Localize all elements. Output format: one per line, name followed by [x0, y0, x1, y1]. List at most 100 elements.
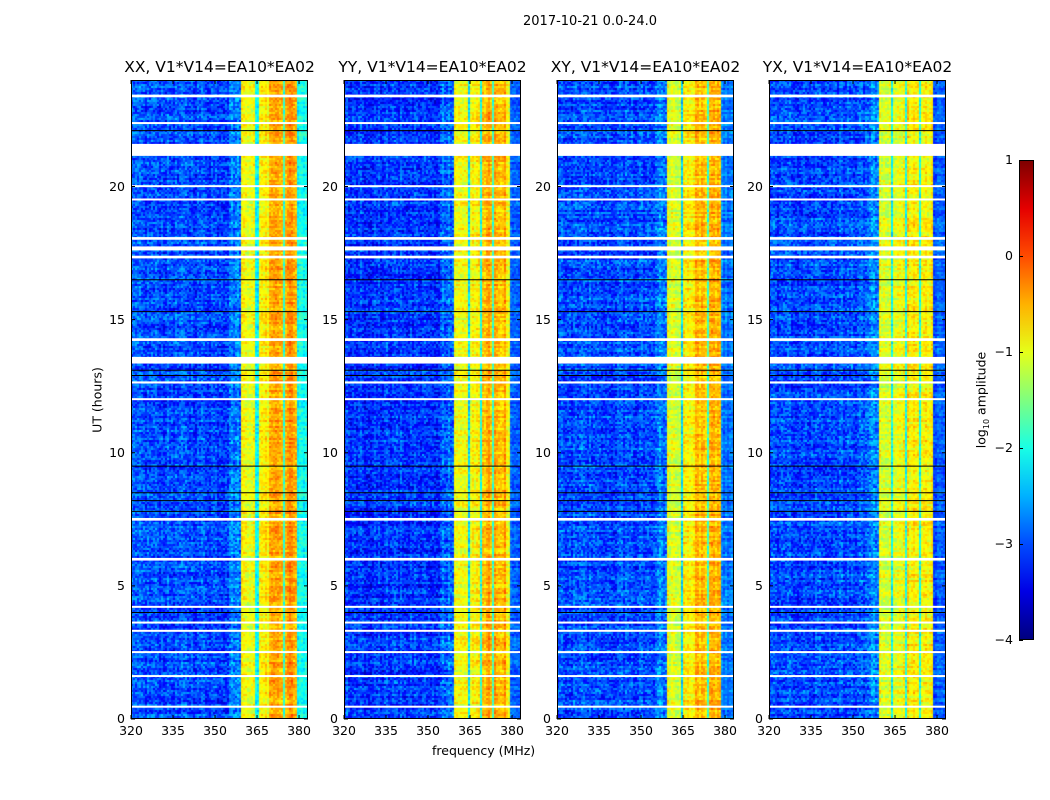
flagged-interval — [344, 398, 521, 401]
x-tick-label: 335 — [161, 723, 185, 738]
flagged-interval — [557, 675, 734, 678]
axes-frame — [557, 80, 734, 719]
panel-overlay — [556, 80, 734, 720]
colorbar-label-suffix: amplitude — [973, 351, 989, 419]
flagged-interval — [769, 557, 946, 561]
y-tick-label: 0 — [330, 711, 338, 726]
flagged-interval — [344, 356, 521, 364]
panel-title: XX, V1*V14=EA10*EA02 — [124, 58, 315, 76]
flagged-interval — [131, 381, 308, 384]
flagged-interval — [769, 198, 946, 201]
flagged-interval — [557, 338, 734, 341]
flagged-interval — [344, 143, 521, 156]
flagged-interval — [131, 705, 308, 708]
flagged-interval — [344, 122, 521, 125]
panel-overlay — [768, 80, 946, 720]
flagged-interval — [344, 517, 521, 521]
flagged-interval — [344, 621, 521, 624]
flagged-interval — [131, 255, 308, 259]
x-tick-label: 365 — [458, 723, 482, 738]
x-tick-label: 350 — [416, 723, 440, 738]
flagged-interval — [557, 398, 734, 401]
flagged-interval — [769, 94, 946, 98]
flagged-interval — [344, 629, 521, 632]
flagged-interval — [769, 185, 946, 188]
x-tick-label: 365 — [671, 723, 695, 738]
flagged-interval — [131, 605, 308, 608]
axes-frame — [769, 80, 946, 719]
heatmap-panel — [768, 80, 946, 720]
flagged-interval — [131, 122, 308, 125]
flagged-interval — [131, 621, 308, 624]
y-tick-label: 20 — [322, 178, 338, 194]
flagged-interval — [769, 255, 946, 259]
flagged-interval — [344, 237, 521, 240]
flagged-interval — [557, 198, 734, 201]
x-tick-label: 320 — [119, 723, 143, 738]
flagged-interval — [131, 338, 308, 341]
colorbar-tick-mark — [1019, 448, 1023, 449]
flagged-interval — [557, 517, 734, 521]
y-tick-label: 20 — [109, 178, 125, 194]
flagged-interval — [769, 143, 946, 156]
flagged-interval — [131, 237, 308, 240]
x-tick-label: 365 — [883, 723, 907, 738]
flagged-interval — [769, 675, 946, 678]
flagged-interval — [769, 246, 946, 251]
flagged-interval — [557, 122, 734, 125]
x-tick-label: 320 — [757, 723, 781, 738]
y-tick-label: 5 — [330, 577, 338, 593]
flagged-interval — [769, 398, 946, 401]
colorbar-tick-label: 0 — [1005, 248, 1013, 263]
y-tick-label: 10 — [535, 444, 551, 460]
flagged-interval — [344, 255, 521, 259]
flagged-interval — [769, 629, 946, 632]
x-tick-label: 320 — [545, 723, 569, 738]
x-tick-label: 335 — [587, 723, 611, 738]
flagged-interval — [131, 143, 308, 156]
flagged-interval — [344, 675, 521, 678]
x-tick-label: 380 — [500, 723, 524, 738]
flagged-interval — [557, 255, 734, 259]
flagged-interval — [344, 198, 521, 201]
x-tick-label: 335 — [799, 723, 823, 738]
y-tick-label: 20 — [535, 178, 551, 194]
colorbar-tick-mark — [1019, 352, 1023, 353]
y-tick-label: 0 — [543, 711, 551, 726]
flagged-interval — [131, 198, 308, 201]
y-tick-label: 0 — [755, 711, 763, 726]
flagged-interval — [344, 651, 521, 654]
flagged-interval — [557, 621, 734, 624]
colorbar-tick-mark — [1019, 640, 1023, 641]
flagged-interval — [344, 338, 521, 341]
y-tick-label: 5 — [117, 577, 125, 593]
colorbar-label-sub: 10 — [981, 418, 991, 430]
colorbar-tick-mark — [1019, 544, 1023, 545]
flagged-interval — [769, 651, 946, 654]
flagged-interval — [769, 605, 946, 608]
flagged-interval — [557, 381, 734, 384]
flagged-interval — [131, 675, 308, 678]
y-tick-label: 15 — [535, 311, 551, 327]
flagged-interval — [557, 605, 734, 608]
flagged-interval — [557, 185, 734, 188]
panel-overlay — [130, 80, 308, 720]
flagged-interval — [344, 605, 521, 608]
flagged-interval — [557, 356, 734, 364]
panel-title: XY, V1*V14=EA10*EA02 — [550, 58, 741, 76]
y-tick-label: 20 — [747, 178, 763, 194]
y-tick-label: 15 — [109, 311, 125, 327]
flagged-interval — [557, 705, 734, 708]
y-tick-label: 5 — [543, 577, 551, 593]
flagged-interval — [557, 237, 734, 240]
figure-title: 2017-10-21 0.0-24.0 — [523, 14, 657, 29]
flagged-interval — [131, 517, 308, 521]
flagged-interval — [769, 621, 946, 624]
panel-title: YX, V1*V14=EA10*EA02 — [762, 58, 953, 76]
colorbar-tick-label: 1 — [1005, 152, 1013, 167]
flagged-interval — [769, 122, 946, 125]
flagged-interval — [769, 381, 946, 384]
flagged-interval — [131, 651, 308, 654]
x-tick-label: 320 — [332, 723, 356, 738]
